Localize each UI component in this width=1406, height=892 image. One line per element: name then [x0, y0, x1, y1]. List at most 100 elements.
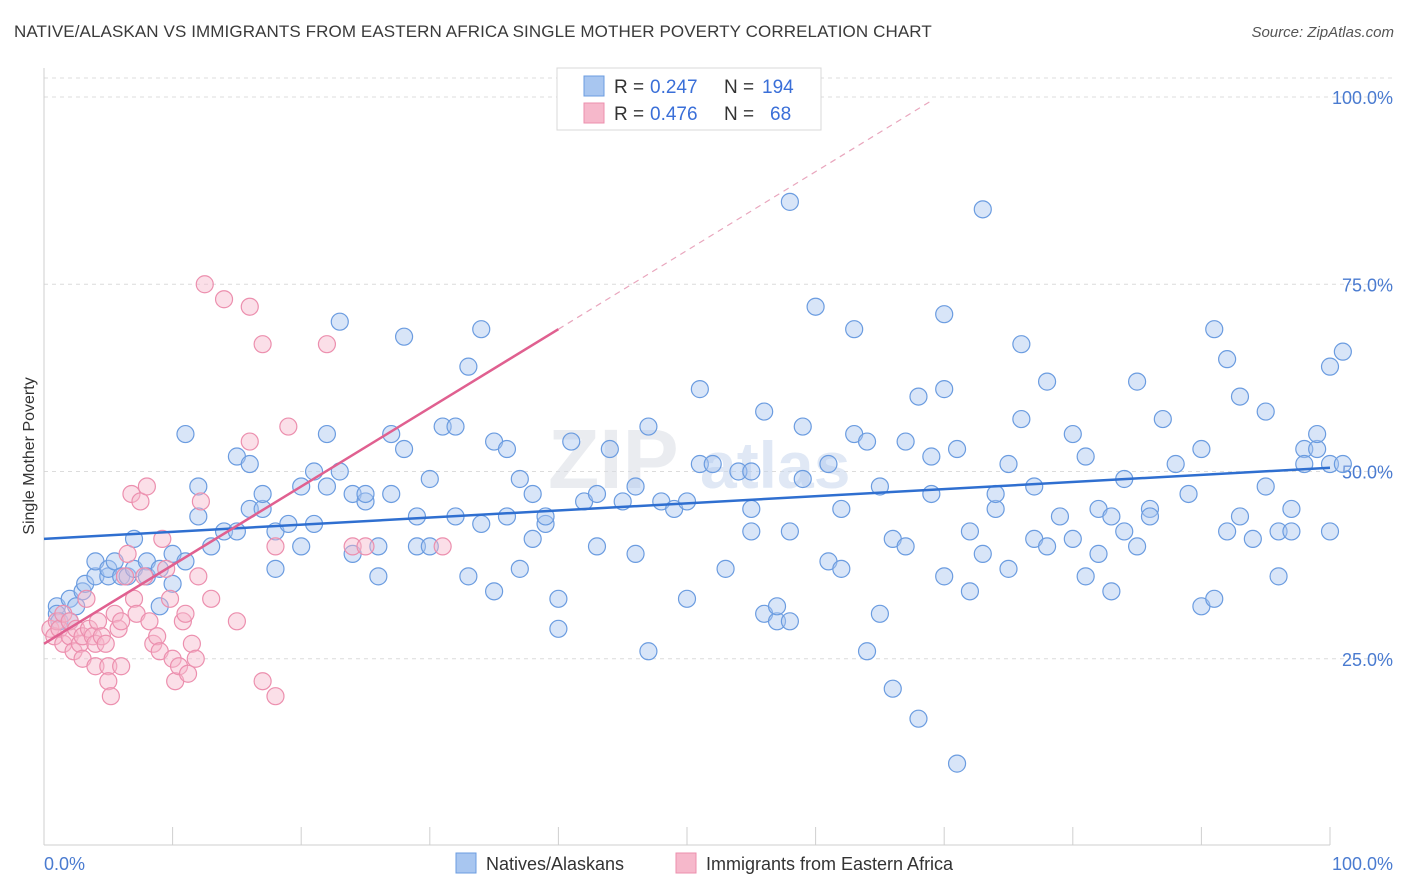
point-natives	[253, 484, 272, 504]
point-natives	[973, 200, 992, 219]
point-natives	[394, 327, 414, 346]
point-natives	[703, 454, 722, 474]
point-immigrants	[195, 275, 214, 294]
x-tick-max: 100.0%	[1332, 854, 1393, 874]
point-natives	[1269, 567, 1288, 586]
point-natives	[472, 514, 491, 534]
point-natives	[1308, 424, 1327, 444]
point-natives	[600, 439, 619, 459]
point-immigrants	[153, 529, 172, 549]
point-natives	[857, 432, 877, 451]
point-natives	[999, 559, 1018, 578]
y-tick-label: 25.0%	[1342, 650, 1393, 670]
point-natives	[1308, 439, 1327, 459]
point-natives	[510, 559, 529, 578]
point-immigrants	[118, 544, 137, 563]
point-natives	[1295, 439, 1314, 459]
point-natives	[806, 297, 825, 316]
legend-r-label-2: R =	[614, 104, 644, 125]
point-immigrants	[227, 612, 246, 631]
point-natives	[549, 619, 568, 638]
trend-line-immigrants-extension	[558, 100, 932, 330]
point-natives	[1063, 529, 1082, 549]
point-natives	[536, 514, 555, 534]
point-natives	[1166, 454, 1185, 474]
point-natives	[947, 754, 967, 773]
trend-lines	[43, 100, 1331, 645]
point-natives	[587, 484, 607, 504]
point-natives	[497, 439, 517, 459]
point-natives	[780, 192, 799, 211]
bottom-legend-swatch-blue	[455, 852, 477, 874]
point-natives	[922, 447, 941, 466]
point-natives	[1076, 567, 1095, 586]
point-natives	[999, 454, 1018, 474]
point-immigrants	[86, 634, 105, 653]
point-immigrants	[266, 687, 285, 706]
point-immigrants	[47, 612, 66, 631]
point-natives	[292, 537, 311, 556]
point-natives	[1140, 507, 1160, 526]
legend-n-label-2: N =	[724, 104, 754, 125]
point-natives	[935, 567, 954, 586]
point-natives	[857, 642, 877, 661]
point-natives	[562, 432, 581, 451]
point-immigrants	[214, 290, 234, 309]
point-natives	[420, 469, 439, 489]
point-immigrants	[148, 627, 167, 646]
legend-box: R = 0.247 N = 194 R = 0.476 N = 68	[556, 67, 822, 131]
point-immigrants	[54, 604, 73, 623]
point-immigrants	[112, 657, 131, 676]
bottom-legend-swatch-pink	[675, 852, 697, 874]
point-natives	[1127, 372, 1147, 391]
gridlines: 25.0% 50.0% 75.0% 100.0%	[44, 77, 1393, 670]
point-natives	[870, 604, 890, 623]
trend-line-immigrants	[43, 328, 560, 645]
point-natives	[1333, 454, 1352, 474]
point-natives	[369, 567, 388, 586]
point-natives	[523, 529, 542, 549]
point-natives	[523, 484, 542, 504]
point-natives	[1076, 447, 1095, 466]
y-tick-label: 75.0%	[1342, 275, 1393, 295]
point-immigrants	[253, 672, 272, 691]
point-immigrants	[115, 567, 135, 586]
point-natives	[1012, 335, 1031, 354]
legend-r-value-1: 0.247	[650, 77, 698, 98]
point-immigrants	[253, 335, 272, 354]
point-natives	[1218, 522, 1237, 541]
point-natives	[407, 537, 427, 556]
point-immigrants	[99, 657, 118, 676]
series-natives-points	[47, 192, 1352, 773]
point-immigrants	[240, 297, 259, 316]
point-immigrants	[77, 589, 96, 608]
point-natives	[472, 320, 491, 339]
point-natives	[716, 559, 735, 578]
point-immigrants	[112, 612, 131, 631]
bottom-legend: Natives/Alaskans Immigrants from Eastern…	[455, 852, 954, 874]
point-natives	[639, 417, 658, 436]
point-natives	[1282, 499, 1301, 519]
point-immigrants	[99, 672, 118, 691]
legend-swatch-pink	[583, 102, 605, 124]
point-natives	[755, 402, 774, 421]
point-immigrants	[109, 619, 128, 638]
point-immigrants	[86, 657, 105, 676]
point-immigrants	[173, 612, 192, 631]
point-natives	[896, 537, 915, 556]
point-natives	[909, 387, 928, 406]
point-natives	[510, 469, 529, 489]
point-natives	[407, 507, 427, 526]
point-natives	[1256, 402, 1275, 421]
source-label: Source: ZipAtlas.com	[1251, 24, 1394, 41]
point-natives	[639, 642, 658, 661]
point-immigrants	[101, 687, 120, 706]
point-natives	[446, 417, 465, 436]
point-natives	[1230, 507, 1250, 526]
legend-swatch-blue	[583, 75, 605, 97]
point-immigrants	[88, 612, 108, 631]
point-natives	[497, 507, 517, 526]
y-tick-label: 100.0%	[1332, 88, 1393, 108]
point-natives	[780, 612, 799, 631]
point-immigrants	[176, 604, 195, 623]
